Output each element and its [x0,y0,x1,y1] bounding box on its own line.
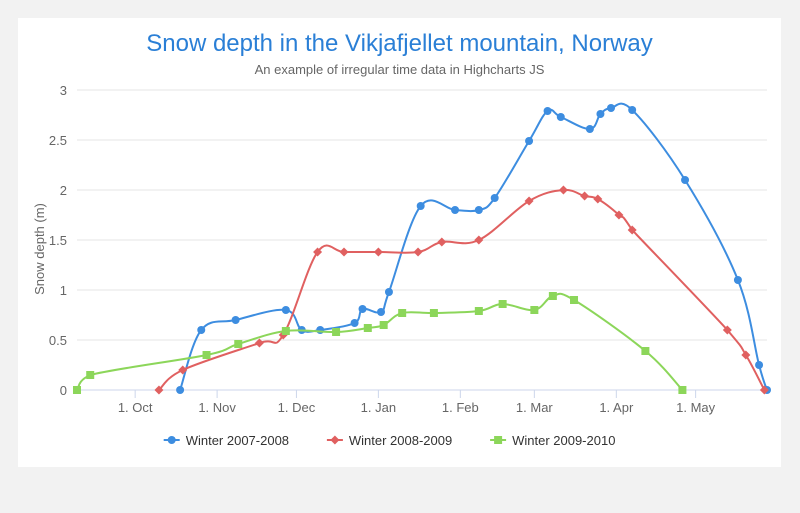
data-point [154,385,164,395]
data-point [525,137,534,145]
data-point [202,351,211,359]
legend-item[interactable]: Winter 2009-2010 [490,433,615,448]
x-tick-label: 1. Oct [118,400,153,415]
data-point [570,296,579,304]
data-point [585,125,594,133]
y-tick-label: 1.5 [49,233,67,248]
data-point [176,386,185,394]
y-tick-label: 2 [60,183,67,198]
data-point [474,235,484,245]
x-tick-label: 1. May [676,400,716,415]
series-3 [73,292,687,394]
y-tick-label: 2.5 [49,133,67,148]
data-point [350,319,359,327]
y-axis-title: Snow depth (m) [32,203,47,295]
y-tick-label: 1 [60,283,67,298]
legend-item[interactable]: Winter 2008-2009 [326,433,452,448]
data-point [627,225,637,235]
data-point [231,316,240,324]
x-axis: 1. Oct 1. Nov 1. Dec 1. Jan 1. Feb 1. Mar 1. A… [118,390,716,415]
y-tick-label: 0.5 [49,333,67,348]
data-point [316,326,325,334]
data-point [313,247,323,257]
data-point [197,326,206,334]
legend-label: Winter 2009-2010 [512,433,615,448]
data-point [398,309,407,317]
data-point [681,176,690,184]
y-grid: 0 0.5 1 1.5 2 2.5 3 [49,83,767,398]
series-1 [176,102,771,394]
x-tick-label: 1. Jan [361,400,396,415]
chart-subtitle: An example of irregular time data in Hig… [255,62,545,77]
data-point [234,340,243,348]
data-point [281,327,290,335]
legend-symbol [167,436,176,444]
data-point [413,247,423,257]
data-point [722,325,732,335]
data-point [741,350,751,360]
data-point [474,206,483,214]
data-point [474,307,483,315]
data-point [607,104,616,112]
line-chart: Snow depth in the Vikjafjellet mountain,… [32,30,771,448]
chart-container: Snow depth in the Vikjafjellet mountain,… [18,18,781,467]
data-point [281,306,290,314]
data-point [363,324,372,332]
plot-area [73,102,771,395]
data-point [429,309,438,317]
legend-symbol [330,435,340,445]
legend-label: Winter 2008-2009 [349,433,452,448]
data-point [628,106,637,114]
series-line [76,292,684,391]
x-tick-label: 1. Mar [516,400,554,415]
data-point [641,347,650,355]
data-point [254,338,264,348]
data-point [759,385,769,395]
data-point [558,185,568,195]
x-tick-label: 1. Feb [442,400,479,415]
legend-item[interactable]: Winter 2007-2008 [163,433,289,448]
data-point [556,113,565,121]
data-point [339,247,349,257]
x-tick-label: 1. Apr [599,400,634,415]
data-point [332,328,341,336]
data-point [178,365,188,375]
data-point [498,300,507,308]
data-point [490,194,499,202]
data-point [530,306,539,314]
data-point [86,371,95,379]
y-tick-label: 0 [60,383,67,398]
data-point [548,292,557,300]
legend-label: Winter 2007-2008 [186,433,289,448]
legend-symbol [494,436,503,444]
data-point [416,202,425,210]
data-point [614,210,624,220]
data-point [373,247,383,257]
data-point [593,194,603,204]
data-point [451,206,460,214]
data-point [543,107,552,115]
data-point [733,276,742,284]
data-point [678,386,687,394]
data-point [73,386,81,394]
series-line [179,102,768,391]
data-point [580,191,590,201]
x-tick-label: 1. Dec [278,400,316,415]
data-point [524,196,534,206]
data-point [379,321,388,329]
chart-title: Snow depth in the Vikjafjellet mountain,… [146,30,653,57]
data-point [437,237,447,247]
data-point [384,288,393,296]
data-point [755,361,764,369]
data-point [358,305,367,313]
data-point [596,110,605,118]
legend: Winter 2007-2008 Winter 2008-2009 Winter 2… [163,433,615,448]
x-tick-label: 1. Nov [198,400,236,415]
data-point [377,308,386,316]
y-tick-label: 3 [60,83,67,98]
